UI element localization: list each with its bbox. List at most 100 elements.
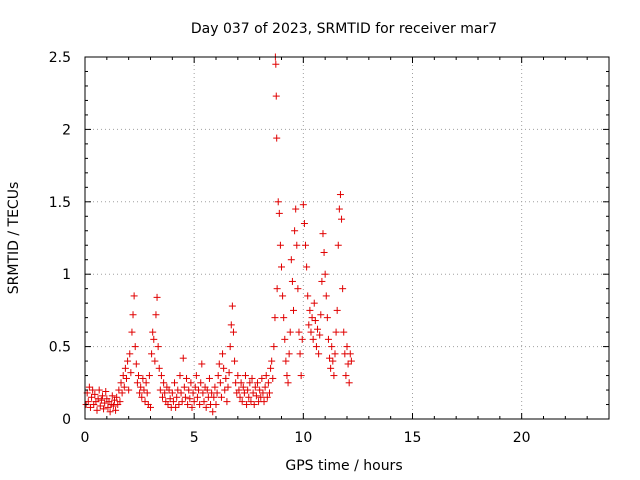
data-point [272, 92, 280, 100]
data-point [157, 372, 165, 380]
data-point [159, 393, 167, 401]
data-point [91, 390, 99, 398]
data-point [285, 350, 293, 358]
data-point [273, 134, 281, 142]
y-tick-label: 2.5 [49, 50, 71, 66]
data-point [86, 403, 94, 411]
data-point [288, 277, 296, 285]
data-point [247, 398, 255, 406]
data-point [132, 360, 140, 368]
data-point [339, 285, 347, 293]
data-point [293, 241, 301, 249]
data-point [188, 403, 196, 411]
data-point [223, 398, 231, 406]
data-point [261, 383, 269, 391]
data-point [264, 379, 272, 387]
data-point [334, 241, 342, 249]
data-point [98, 392, 106, 400]
data-point [305, 321, 313, 329]
data-point [243, 401, 251, 409]
data-point [234, 372, 242, 380]
x-tick-label: 10 [294, 430, 312, 446]
data-point [253, 379, 261, 387]
data-point [224, 383, 232, 391]
data-point [125, 386, 133, 394]
data-point [173, 393, 181, 401]
data-point [85, 383, 93, 391]
data-point [327, 364, 335, 372]
data-point [209, 408, 217, 416]
data-point [151, 357, 159, 365]
data-point [249, 389, 257, 397]
data-point [312, 343, 320, 351]
data-point [297, 372, 305, 380]
data-point [137, 383, 145, 391]
data-point [205, 374, 213, 382]
data-point [138, 393, 146, 401]
grid-layer [85, 57, 609, 419]
data-point [302, 241, 310, 249]
data-point [96, 402, 104, 410]
data-point [152, 311, 160, 319]
data-point [282, 357, 290, 365]
ticks-layer [84, 56, 609, 420]
chart-title: Day 037 of 2023, SRMTID for receiver mar… [191, 21, 497, 37]
data-point [324, 335, 332, 343]
data-point [197, 379, 205, 387]
x-tick-label: 15 [404, 430, 422, 446]
data-point [127, 369, 135, 377]
data-point [203, 386, 211, 394]
data-point [263, 393, 271, 401]
data-point [296, 350, 304, 358]
data-point [262, 372, 270, 380]
y-axis-label: SRMTID / TECUs [6, 182, 22, 295]
data-point [308, 314, 316, 322]
data-point [237, 379, 245, 387]
x-tick-label: 0 [81, 430, 90, 446]
data-point [322, 292, 330, 300]
data-point [97, 396, 105, 404]
data-point [238, 398, 246, 406]
data-point [299, 201, 307, 209]
data-point [148, 350, 156, 358]
data-point [236, 393, 244, 401]
data-point [221, 386, 229, 394]
data-point [214, 372, 222, 380]
data-point [176, 372, 184, 380]
data-point [131, 343, 139, 351]
data-point [161, 389, 169, 397]
data-point [291, 227, 299, 235]
y-tick-labels: 0 0.5 1 1.5 2 2.5 [49, 50, 71, 428]
data-point [274, 198, 282, 206]
data-point [340, 328, 348, 336]
data-point [220, 364, 228, 372]
data-point [250, 401, 258, 409]
data-point [174, 386, 182, 394]
data-point [338, 215, 346, 223]
data-point [226, 343, 234, 351]
data-point [246, 379, 254, 387]
data-point [191, 383, 199, 391]
data-point [311, 317, 319, 325]
data-point [258, 374, 266, 382]
x-tick-labels: 0 5 10 15 20 [81, 430, 531, 446]
data-point [272, 60, 280, 68]
data-point [120, 383, 128, 391]
data-point [273, 285, 281, 293]
data-point [239, 383, 247, 391]
data-point [295, 328, 303, 336]
data-point [118, 389, 126, 397]
data-point [303, 263, 311, 271]
y-tick-label: 2 [62, 122, 71, 138]
data-point [343, 343, 351, 351]
x-axis-label: GPS time / hours [285, 458, 402, 474]
data-point [134, 372, 142, 380]
data-point [248, 374, 256, 382]
data-point [346, 350, 354, 358]
data-point [169, 398, 177, 406]
data-point [331, 350, 339, 358]
data-point [252, 392, 260, 400]
data-point [198, 360, 206, 368]
data-point [344, 360, 352, 368]
